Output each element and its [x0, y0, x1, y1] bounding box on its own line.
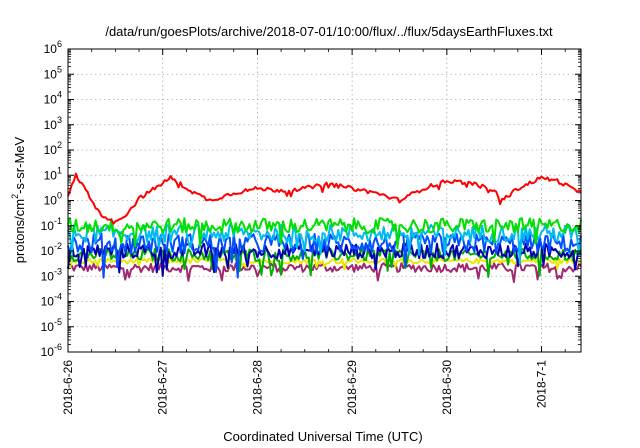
x-tick-label: 2018-6-27: [156, 360, 170, 415]
y-axis: 10-6 10-5 10-4 10-3 10-2 10-1 100 101 102 103 104 1…: [41, 39, 581, 359]
series-line: [67, 232, 582, 279]
series-line: [67, 257, 582, 271]
y-tick-label: 10-5: [41, 317, 62, 334]
x-tick-label: 2018-6-26: [61, 360, 75, 415]
x-tick-label: 2018-6-29: [345, 360, 359, 415]
series-line: [67, 217, 582, 250]
series-line: [67, 172, 582, 225]
x-axis-label: Coordinated Universal Time (UTC): [223, 429, 422, 444]
y-tick-label: 10-3: [41, 266, 62, 283]
y-tick-label: 102: [44, 140, 62, 157]
y-tick-label: 10-4: [41, 292, 62, 309]
y-tick-label: 103: [44, 115, 62, 132]
y-tick-label: 10-1: [41, 216, 62, 233]
y-tick-label: 106: [44, 39, 62, 56]
y-tick-label: 100: [44, 191, 62, 208]
y-tick-label: 104: [44, 90, 62, 107]
y-tick-label: 105: [44, 64, 62, 81]
chart-title: /data/run/goesPlots/archive/2018-07-01/1…: [105, 24, 553, 39]
y-tick-label: 101: [44, 165, 62, 182]
y-tick-label: 10-2: [41, 241, 62, 258]
y-tick-label: 10-6: [41, 342, 62, 359]
series-line: [67, 223, 582, 265]
x-tick-label: 2018-6-28: [250, 360, 264, 415]
series-lines: [67, 172, 582, 283]
x-tick-label: 2018-7-1: [535, 360, 549, 408]
x-tick-label: 2018-6-30: [440, 360, 454, 415]
x-axis: 2018-6-26 2018-6-27 2018-6-28 2018-6-29 2018…: [61, 49, 566, 415]
y-axis-label: protons/cm2-s-sr-MeV: [10, 136, 27, 263]
grid: [67, 49, 581, 352]
